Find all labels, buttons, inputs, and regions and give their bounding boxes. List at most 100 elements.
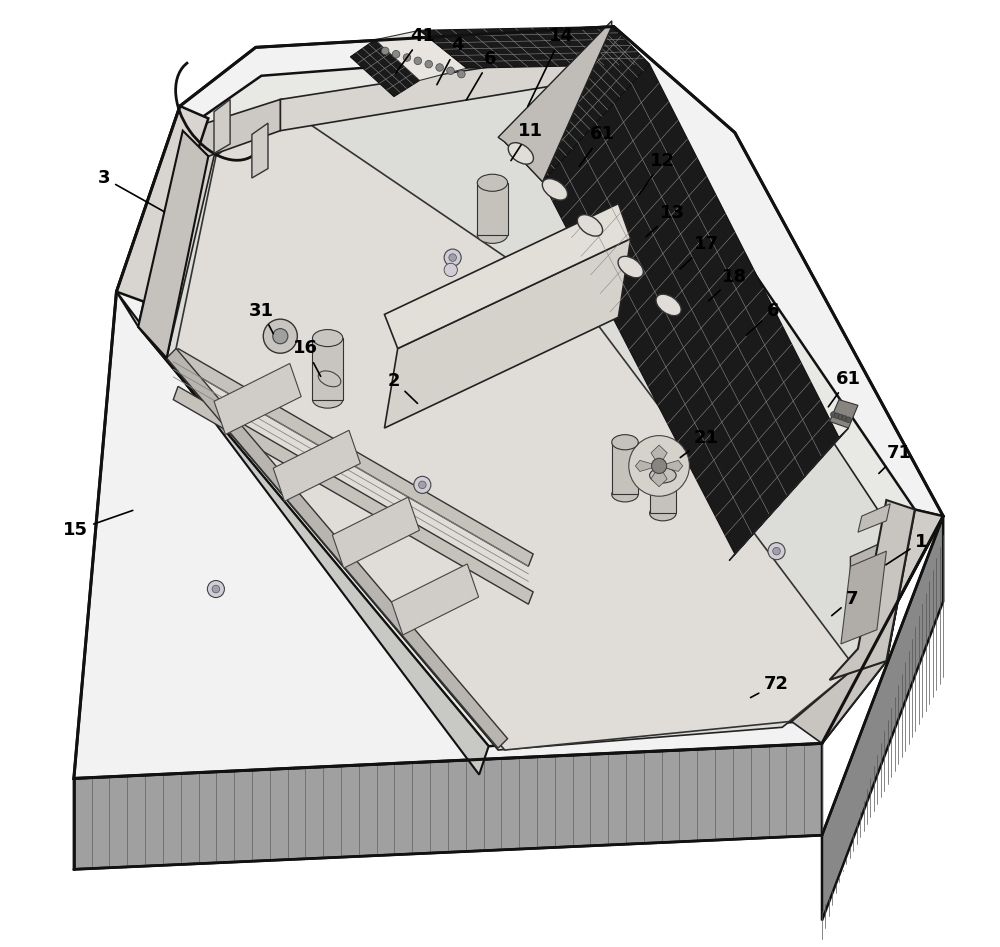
Polygon shape (543, 64, 839, 554)
Circle shape (436, 63, 443, 71)
Ellipse shape (650, 506, 676, 521)
Ellipse shape (650, 468, 676, 483)
Circle shape (838, 414, 844, 420)
Polygon shape (477, 183, 508, 235)
Polygon shape (841, 551, 886, 644)
Polygon shape (280, 49, 602, 131)
Polygon shape (350, 40, 420, 97)
Polygon shape (173, 386, 533, 604)
Circle shape (392, 50, 400, 58)
Text: 12: 12 (639, 152, 675, 195)
Polygon shape (498, 21, 612, 182)
Text: 7: 7 (832, 589, 859, 616)
Polygon shape (792, 661, 886, 743)
Circle shape (652, 458, 667, 474)
Polygon shape (830, 400, 858, 428)
Circle shape (447, 67, 454, 75)
Circle shape (449, 254, 456, 261)
Ellipse shape (508, 143, 533, 164)
Circle shape (414, 57, 422, 64)
Text: 15: 15 (63, 510, 133, 540)
Polygon shape (173, 348, 533, 566)
Text: 41: 41 (396, 27, 435, 74)
Polygon shape (384, 239, 631, 428)
Text: 31: 31 (249, 301, 274, 333)
Circle shape (212, 585, 220, 593)
Ellipse shape (477, 174, 508, 191)
Polygon shape (420, 27, 650, 68)
Circle shape (444, 263, 457, 277)
Ellipse shape (477, 226, 508, 243)
Circle shape (768, 543, 785, 560)
Circle shape (834, 413, 840, 419)
Polygon shape (138, 102, 277, 358)
Text: 13: 13 (646, 204, 685, 237)
Ellipse shape (312, 391, 343, 408)
Polygon shape (183, 99, 280, 156)
Circle shape (425, 61, 433, 68)
Polygon shape (214, 99, 230, 153)
Text: 17: 17 (680, 235, 719, 269)
Ellipse shape (312, 330, 343, 347)
Ellipse shape (618, 257, 643, 277)
Polygon shape (650, 475, 676, 513)
Circle shape (414, 476, 431, 493)
Text: 18: 18 (708, 267, 747, 301)
Polygon shape (822, 509, 943, 743)
Ellipse shape (542, 179, 568, 200)
Polygon shape (138, 131, 208, 358)
Polygon shape (392, 563, 479, 634)
Text: 21: 21 (680, 428, 719, 457)
Text: 61: 61 (828, 369, 861, 407)
Polygon shape (167, 348, 508, 748)
Polygon shape (729, 428, 848, 561)
Text: 61: 61 (579, 125, 615, 167)
Polygon shape (850, 540, 888, 611)
Polygon shape (651, 466, 667, 487)
Circle shape (403, 54, 411, 62)
Polygon shape (375, 30, 467, 80)
Text: 1: 1 (886, 532, 928, 564)
Text: 71: 71 (879, 443, 912, 474)
Ellipse shape (577, 215, 603, 236)
Circle shape (773, 547, 780, 555)
Circle shape (846, 417, 851, 422)
Text: 6: 6 (466, 49, 497, 99)
Text: 16: 16 (293, 339, 321, 376)
Circle shape (381, 47, 389, 55)
Polygon shape (822, 509, 943, 743)
Polygon shape (505, 27, 650, 182)
Circle shape (458, 70, 465, 78)
Polygon shape (74, 27, 943, 778)
Polygon shape (858, 504, 890, 532)
Polygon shape (138, 49, 915, 746)
Circle shape (273, 329, 288, 344)
Text: 72: 72 (751, 674, 789, 698)
Polygon shape (116, 106, 208, 303)
Polygon shape (612, 442, 638, 494)
Polygon shape (167, 78, 886, 750)
Ellipse shape (656, 295, 681, 315)
Polygon shape (74, 743, 822, 869)
Circle shape (842, 416, 848, 421)
Polygon shape (830, 500, 915, 680)
Polygon shape (252, 123, 268, 178)
Text: 14: 14 (528, 27, 574, 106)
Polygon shape (273, 430, 360, 501)
Ellipse shape (318, 371, 341, 386)
Polygon shape (116, 292, 489, 775)
Text: 3: 3 (98, 169, 164, 212)
Polygon shape (214, 364, 301, 435)
Polygon shape (651, 445, 667, 466)
Polygon shape (822, 516, 943, 920)
Circle shape (207, 581, 224, 598)
Circle shape (629, 436, 689, 496)
Circle shape (263, 319, 297, 353)
Text: 2: 2 (388, 371, 418, 403)
Ellipse shape (612, 435, 638, 450)
Polygon shape (659, 460, 683, 472)
Text: 4: 4 (437, 36, 464, 84)
Ellipse shape (612, 487, 638, 502)
Circle shape (444, 249, 461, 266)
Circle shape (419, 481, 426, 489)
